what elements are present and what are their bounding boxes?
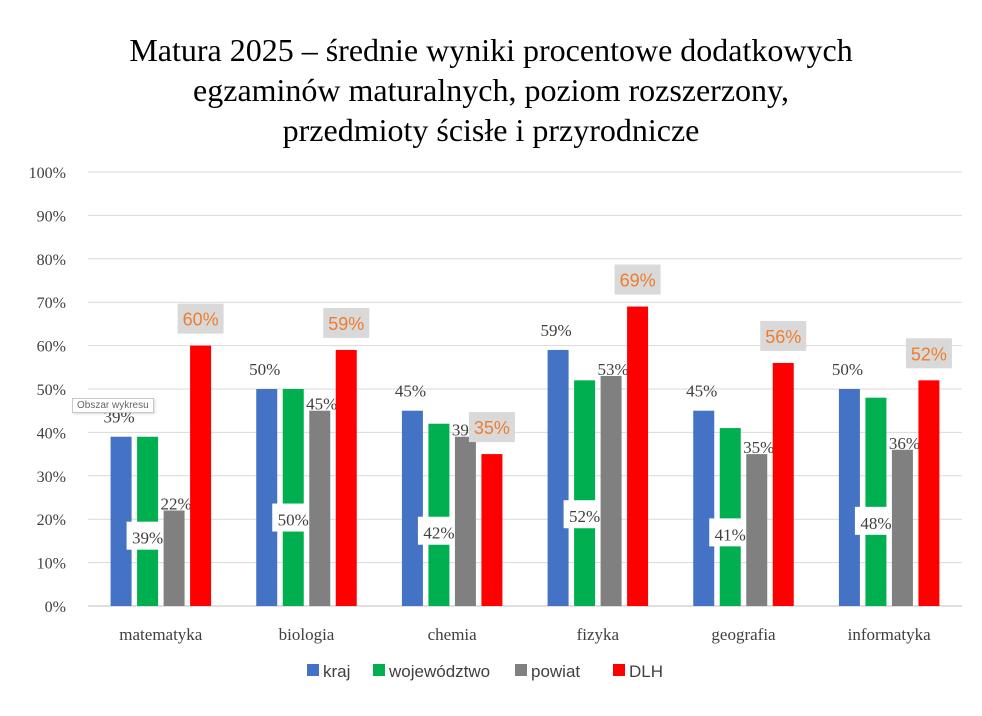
category-label: fizyka	[577, 625, 620, 644]
data-label-box	[417, 516, 460, 545]
data-label-dlh: 56%	[765, 327, 801, 347]
y-tick-label: 70%	[37, 295, 66, 312]
legend-label: powiat	[531, 662, 580, 681]
data-label-kraj: 50%	[832, 360, 863, 379]
bar-powiat	[746, 454, 768, 606]
data-label-box	[614, 264, 661, 295]
legend-swatch	[613, 664, 625, 676]
category-label: chemia	[428, 625, 478, 644]
data-label-box	[563, 500, 606, 529]
bar-województwo	[137, 436, 159, 606]
legend-swatch	[373, 664, 385, 676]
chart-title-line-1: Matura 2025 – średnie wyniki procentowe …	[129, 32, 853, 68]
y-tick-label: 10%	[37, 556, 66, 573]
legend-label: DLH	[629, 662, 663, 681]
data-label-wojewodztwo: 42%	[423, 524, 454, 543]
bar-dlh	[772, 362, 794, 606]
data-label-dlh: 59%	[328, 314, 364, 334]
bar-dlh	[190, 345, 212, 606]
y-tick-label: 100%	[29, 165, 66, 182]
data-label-kraj: 45%	[395, 382, 426, 401]
data-label-box	[177, 303, 224, 334]
y-tick-label: 0%	[45, 599, 66, 616]
bar-kraj	[401, 410, 423, 606]
bar-powiat	[600, 375, 622, 606]
bar-województwo	[428, 423, 450, 606]
bar-województwo	[865, 397, 887, 606]
y-tick-label: 50%	[37, 382, 66, 399]
category-label: matematyka	[119, 625, 203, 644]
category-label: geografia	[711, 625, 776, 644]
bar-dlh	[335, 349, 357, 606]
bar-powiat	[454, 436, 476, 606]
data-label-box	[709, 518, 752, 547]
data-label-powiat: 36%	[889, 434, 920, 453]
legend-label: kraj	[323, 662, 350, 681]
bar-dlh	[627, 306, 649, 606]
y-tick-label: 60%	[37, 339, 66, 356]
legend-label: województwo	[388, 662, 490, 681]
data-label-wojewodztwo: 52%	[569, 507, 600, 526]
legend-swatch	[307, 664, 319, 676]
data-label-kraj: 59%	[540, 321, 571, 340]
data-label-wojewodztwo: 48%	[860, 514, 891, 533]
bar-kraj	[838, 389, 860, 606]
data-label-dlh: 52%	[911, 344, 947, 364]
bar-województwo	[719, 428, 741, 606]
data-label-dlh: 60%	[183, 310, 219, 330]
data-label-box	[272, 503, 315, 532]
bar-powiat	[163, 510, 185, 606]
bar-powiat	[891, 449, 913, 606]
category-label: informatyka	[848, 625, 932, 644]
data-label-powiat: 53%	[597, 360, 628, 379]
bar-dlh	[918, 380, 940, 606]
data-label-box	[468, 412, 515, 443]
category-label: biologia	[279, 625, 335, 644]
bar-kraj	[110, 436, 132, 606]
chart-area-tooltip: Obszar wykresu	[72, 398, 154, 413]
y-tick-label: 30%	[37, 469, 66, 486]
chart-title-line-2: egzaminów maturalnych, poziom rozszerzon…	[193, 72, 789, 108]
data-label-powiat: 45%	[306, 395, 337, 414]
data-label-box	[905, 338, 952, 369]
data-label-powiat: 22%	[160, 495, 191, 514]
data-label-wojewodztwo: 50%	[278, 511, 309, 530]
legend-swatch	[515, 664, 527, 676]
data-label-box	[323, 307, 370, 338]
y-tick-label: 40%	[37, 425, 66, 442]
data-label-box	[126, 521, 169, 550]
data-label-box	[854, 506, 897, 535]
bar-województwo	[282, 389, 304, 606]
data-label-kraj: 50%	[249, 360, 280, 379]
bar-dlh	[481, 454, 503, 606]
bar-kraj	[256, 389, 278, 606]
data-label-powiat: 35%	[743, 438, 774, 457]
data-label-box	[760, 320, 807, 351]
data-label-wojewodztwo: 41%	[715, 525, 746, 544]
y-tick-label: 20%	[37, 512, 66, 529]
data-label-dlh: 35%	[474, 418, 510, 438]
y-tick-label: 90%	[37, 208, 66, 225]
data-label-dlh: 69%	[620, 271, 656, 291]
y-tick-label: 80%	[37, 252, 66, 269]
bar-kraj	[547, 349, 569, 606]
bar-kraj	[693, 410, 715, 606]
chart-title-line-3: przedmioty ścisłe i przyrodnicze	[282, 112, 700, 148]
data-label-kraj: 45%	[686, 382, 717, 401]
bar-województwo	[574, 380, 596, 606]
bar-powiat	[309, 410, 331, 606]
data-label-wojewodztwo: 39%	[132, 529, 163, 548]
